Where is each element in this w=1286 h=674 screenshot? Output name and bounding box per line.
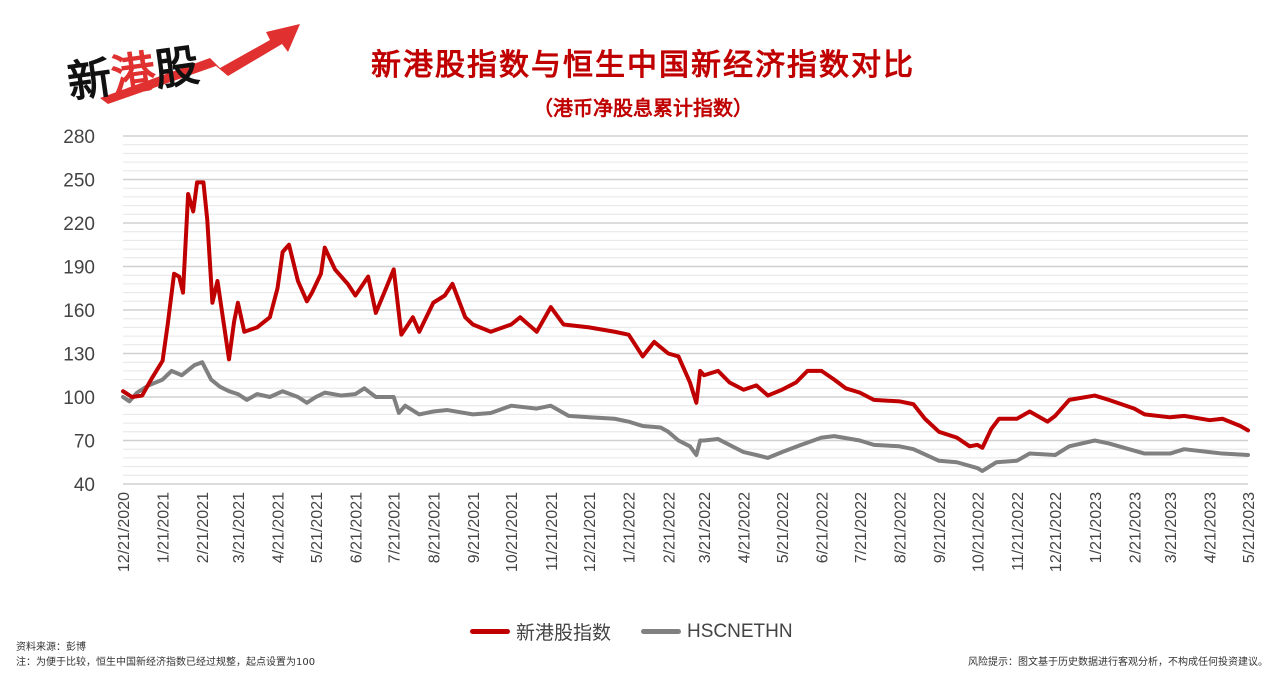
- x-tick-label: 4/21/2023: [1203, 492, 1220, 563]
- x-tick-label: 3/21/2023: [1163, 492, 1180, 563]
- x-tick-label: 8/21/2021: [426, 492, 443, 563]
- risk-note: 风险提示：图文基于历史数据进行客观分析，不构成任何投资建议。: [968, 657, 1268, 668]
- x-tick-label: 1/21/2022: [622, 492, 639, 563]
- y-tick-label: 130: [63, 345, 95, 366]
- footnote: 注：为便于比较，恒生中国新经济指数已经过规整，起点设置为100: [16, 657, 316, 668]
- y-tick-label: 100: [63, 388, 95, 409]
- y-tick-label: 250: [63, 171, 95, 192]
- x-tick-label: 1/21/2023: [1088, 492, 1105, 563]
- x-tick-label: 2/21/2023: [1127, 492, 1144, 563]
- x-tick-label: 11/21/2022: [1010, 492, 1027, 571]
- source-note: 资料来源：彭博: [16, 642, 86, 653]
- x-tick-label: 4/21/2021: [271, 492, 288, 563]
- x-tick-label: 10/21/2022: [970, 492, 987, 572]
- y-tick-label: 190: [63, 258, 95, 279]
- x-tick-label: 5/21/2023: [1241, 492, 1258, 563]
- legend-swatch: [470, 629, 510, 634]
- y-tick-label: 220: [63, 214, 95, 235]
- series-line-hscnethn: [121, 360, 1250, 473]
- y-tick-label: 280: [63, 127, 95, 148]
- legend-label: 新港股指数: [516, 623, 612, 644]
- series-line-xgg: [121, 180, 1250, 450]
- x-tick-label: 9/21/2021: [466, 492, 483, 563]
- x-tick-label: 6/21/2021: [348, 492, 365, 563]
- legend-item-hscnethn: HSCNETHN: [641, 621, 793, 643]
- x-tick-label: 5/21/2021: [309, 492, 326, 563]
- x-tick-label: 9/21/2022: [932, 492, 949, 563]
- legend-label: HSCNETHN: [687, 620, 793, 642]
- x-tick-label: 10/21/2021: [504, 492, 521, 572]
- x-tick-label: 2/21/2022: [661, 492, 678, 563]
- x-tick-label: 4/21/2022: [737, 492, 754, 563]
- x-tick-label: 5/21/2022: [775, 492, 792, 563]
- chart-subtitle: （港币净股息累计指数）: [533, 96, 753, 120]
- legend: 新港股指数 HSCNETHN: [470, 618, 823, 645]
- chart-title: 新港股指数与恒生中国新经济指数对比: [371, 48, 915, 83]
- logo: 新港股: [64, 24, 300, 108]
- x-tick-label: 8/21/2022: [892, 492, 909, 563]
- y-tick-label: 40: [74, 475, 95, 496]
- x-tick-label: 3/21/2022: [697, 492, 714, 563]
- x-tick-label: 11/21/2021: [544, 492, 561, 571]
- x-tick-label: 1/21/2021: [156, 492, 173, 563]
- x-tick-label: 7/21/2022: [853, 492, 870, 563]
- y-tick-label: 70: [74, 432, 95, 453]
- x-tick-label: 12/21/2022: [1048, 492, 1065, 572]
- x-tick-label: 7/21/2021: [387, 492, 404, 563]
- x-tick-label: 6/21/2022: [814, 492, 831, 563]
- x-tick-label: 2/21/2021: [195, 492, 212, 563]
- y-tick-label: 160: [63, 301, 95, 322]
- x-tick-label: 12/21/2021: [582, 492, 599, 572]
- x-tick-label: 12/21/2020: [116, 492, 133, 572]
- legend-item-xgg: 新港股指数: [470, 618, 611, 645]
- x-tick-label: 3/21/2021: [231, 492, 248, 563]
- legend-swatch: [641, 629, 682, 634]
